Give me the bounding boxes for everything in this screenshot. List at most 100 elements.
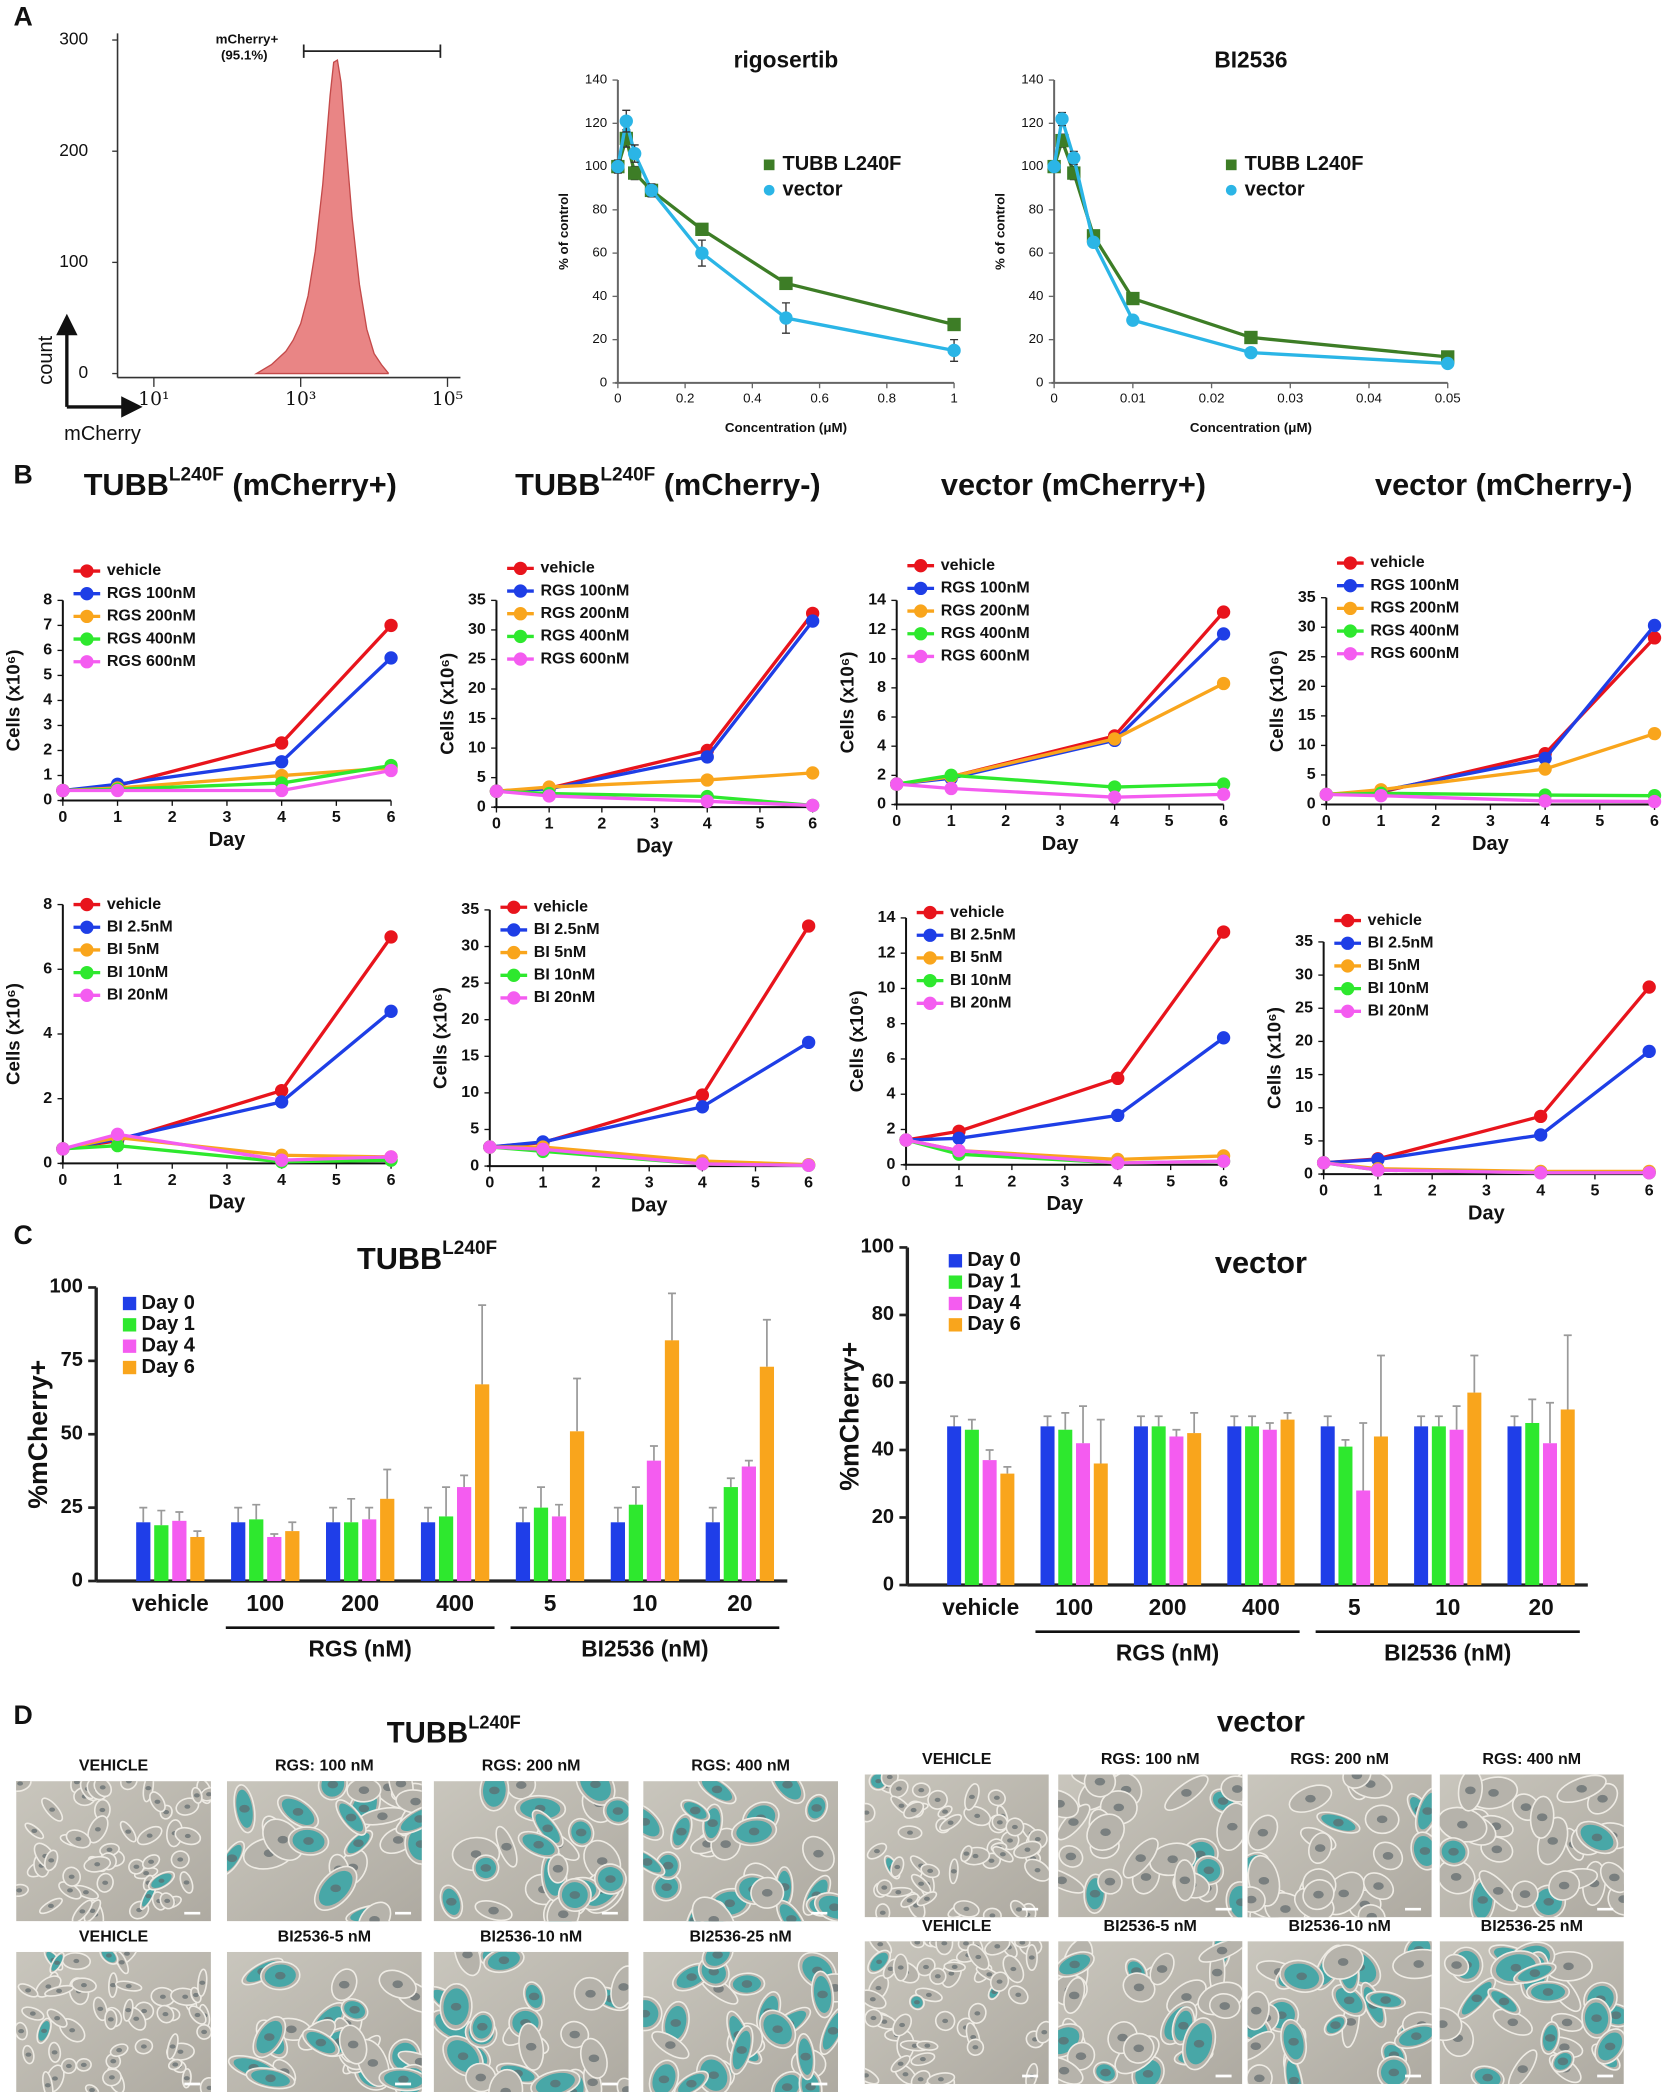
panel-label: C (13, 1220, 32, 1250)
title-part: vector (mCherry-) (1375, 467, 1632, 502)
nucleus (1133, 1983, 1145, 1992)
legend-swatch (122, 1360, 137, 1375)
nucleus (1296, 1972, 1307, 1981)
nucleus (500, 2087, 511, 2092)
bar (1560, 1409, 1575, 1586)
error-bar (573, 1377, 582, 1432)
error-bar (536, 1486, 545, 1508)
legend-marker (80, 609, 94, 624)
nucleus (1280, 1905, 1291, 1913)
nucleus (353, 1839, 364, 1848)
y-tick-label: 10 (1295, 1099, 1313, 1116)
line-chart: 0 5 10 15 20 25 30 35 0 1 2 3 4 5 6 Day Cells (x10⁶) vehi… (430, 898, 816, 1216)
x-tick-label: 400 (1242, 1594, 1280, 1620)
legend-marker (507, 900, 521, 914)
legend-label: BI 20nM (107, 987, 168, 1004)
series-line (1323, 1161, 1650, 1175)
nucleus (392, 1980, 403, 1989)
legend-label: vehicle (941, 557, 995, 574)
error-bar (613, 1506, 622, 1523)
legend-marker (1343, 579, 1357, 593)
y-tick-label: 0 (1307, 796, 1316, 813)
nucleus (80, 2062, 87, 2067)
y-tick-label: 60 (592, 245, 607, 260)
legend-label: BI 10nM (534, 967, 595, 984)
x-tick-label: 0 (492, 816, 501, 833)
series (1316, 1156, 1656, 1180)
nucleus (118, 1960, 125, 1965)
nucleus (1034, 1868, 1041, 1873)
nucleus (1419, 1847, 1431, 1855)
legend-marker (80, 988, 94, 1002)
marker (1244, 330, 1258, 345)
bar (1525, 1422, 1540, 1586)
legend-marker (80, 920, 94, 934)
nucleus (782, 1781, 793, 1789)
micrograph-caption: RGS: 400 nM (691, 1758, 790, 1775)
y-tick-label: 80 (592, 201, 607, 216)
series (56, 1127, 398, 1167)
marker (489, 784, 504, 798)
y-tick-label: 5 (477, 769, 486, 786)
marker (1107, 790, 1122, 804)
x-tick-label: 3 (1486, 813, 1495, 830)
nucleus (275, 1971, 286, 1980)
nucleus (557, 1910, 569, 1919)
nucleus (97, 2006, 104, 2012)
y-tick-label: 14 (878, 909, 896, 926)
nucleus (183, 1880, 190, 1885)
legend-label: Day 6 (142, 1356, 195, 1378)
nucleus (369, 1915, 380, 1922)
nucleus (569, 1891, 581, 1899)
nucleus (105, 1953, 112, 1958)
x-tick-label: 5 (1165, 813, 1174, 830)
series-line (496, 789, 813, 808)
arrow-head (56, 313, 78, 336)
x-tick-label: 0.05 (1435, 390, 1461, 405)
x-tick-label: 4 (277, 809, 286, 826)
nucleus (315, 2038, 327, 2047)
y-tick-label: 30 (1298, 618, 1316, 635)
legend-label: BI 2.5nM (534, 921, 600, 938)
marker (779, 276, 793, 291)
nucleus (897, 2061, 904, 2066)
y-tick-label: 6 (43, 961, 52, 978)
nucleus (879, 1910, 886, 1915)
bar (1449, 1429, 1464, 1586)
micrograph (1439, 1774, 1624, 1918)
bar (344, 1522, 359, 1582)
y-tick-label: 2 (43, 742, 52, 759)
line-chart: 0 1 2 3 4 5 6 7 8 0 1 2 3 4 5 6 Day Cells (x10⁶) TUBBL240F… (3, 464, 398, 851)
nucleus (950, 1869, 957, 1874)
x-tick-label: vehicle (942, 1594, 1019, 1620)
marker (1126, 291, 1140, 306)
nucleus (618, 1983, 629, 1991)
x-tick-label: 6 (804, 1175, 813, 1192)
nucleus (345, 1813, 357, 1822)
nucleus (1451, 1961, 1462, 1969)
x-tick-label: 3 (1056, 813, 1065, 830)
nucleus (588, 2054, 600, 2063)
x-axis-label: Day (209, 829, 247, 851)
x-tick-label: 4 (1541, 813, 1550, 830)
nucleus (1254, 2074, 1265, 2083)
bar (1414, 1426, 1429, 1586)
nucleus (875, 1778, 882, 1784)
nucleus (475, 2073, 487, 2082)
nucleus (183, 2076, 190, 2081)
nucleus (1333, 1818, 1344, 1827)
x-tick-label: 1 (113, 809, 122, 826)
nucleus (937, 2077, 944, 2082)
bar (136, 1522, 151, 1582)
marker (1067, 151, 1081, 165)
x-tick-label: 0.6 (810, 390, 829, 405)
x-tick-label: 2 (597, 816, 606, 833)
y-tick-label: 0 (43, 1155, 52, 1172)
nucleus (707, 1819, 718, 1827)
legend-label: BI 10nM (107, 964, 168, 981)
micrograph (226, 1951, 422, 2092)
series-line (496, 771, 813, 793)
x-tick-label: 6 (1219, 813, 1228, 830)
nucleus (73, 1958, 80, 1964)
legend-marker (1343, 624, 1357, 638)
